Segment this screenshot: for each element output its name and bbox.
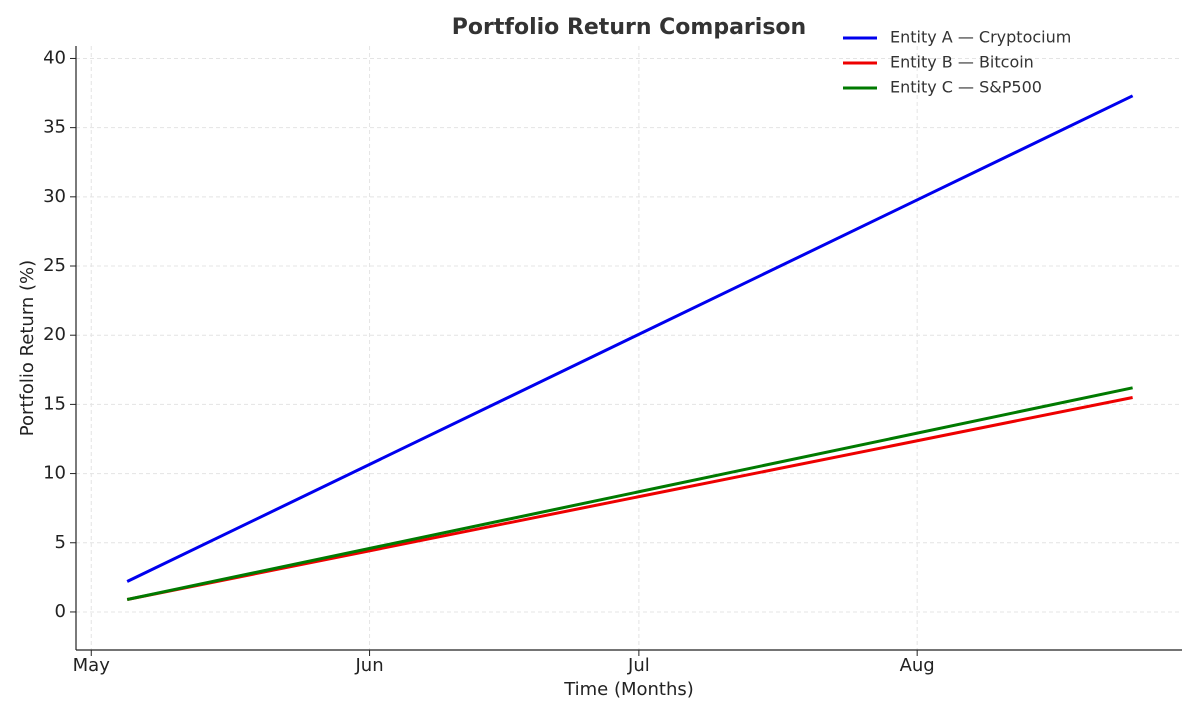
x-tick-label: Jun xyxy=(354,655,383,676)
y-tick-label: 10 xyxy=(43,463,66,484)
y-axis-label: Portfolio Return (%) xyxy=(17,260,38,436)
y-tick-label: 25 xyxy=(43,255,66,276)
legend-label: Entity A — Cryptocium xyxy=(890,28,1071,47)
data-line xyxy=(126,386,1133,601)
x-tick-label: Aug xyxy=(900,655,935,676)
chart-title: Portfolio Return Comparison xyxy=(452,15,806,40)
data-line xyxy=(126,395,1133,601)
legend-label: Entity B — Bitcoin xyxy=(890,53,1034,72)
y-tick-label: 30 xyxy=(43,186,66,207)
legend-label: Entity C — S&P500 xyxy=(890,78,1042,97)
y-tick-label: 20 xyxy=(43,324,66,345)
x-tick-label: Jul xyxy=(627,655,650,676)
data-line xyxy=(126,94,1134,583)
y-tick-label: 40 xyxy=(43,47,66,68)
y-tick-label: 15 xyxy=(43,393,66,414)
y-tick-label: 0 xyxy=(55,601,66,622)
x-axis-label: Time (Months) xyxy=(563,679,694,700)
y-tick-label: 5 xyxy=(55,532,66,553)
x-tick-label: May xyxy=(73,655,111,676)
y-tick-label: 35 xyxy=(43,117,66,138)
